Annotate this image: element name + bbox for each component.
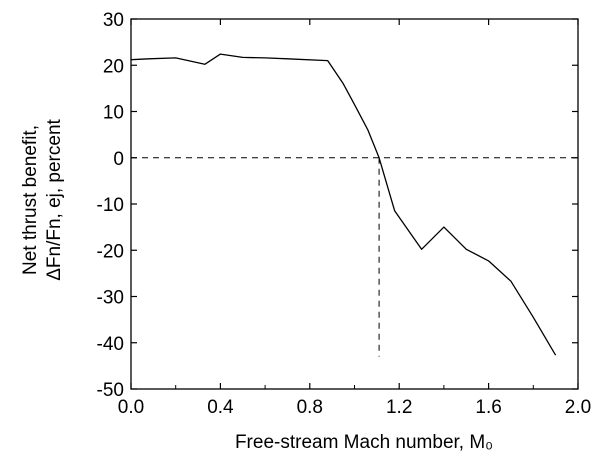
x-tick-label: 0.4 <box>207 397 234 418</box>
x-tick-label: 1.6 <box>475 397 501 418</box>
plot-frame <box>130 18 579 390</box>
y-tick-label: 10 <box>103 103 124 124</box>
x-tick-label: 0.8 <box>297 397 323 418</box>
y-tick-label: -40 <box>97 334 124 355</box>
y-tick-label: -20 <box>97 241 124 262</box>
y-tick-label: 0 <box>113 149 124 170</box>
x-tick-label: 0.0 <box>118 397 144 418</box>
series-line <box>130 53 557 356</box>
y-tick-label: -10 <box>97 195 124 216</box>
x-tick-label: 2.0 <box>565 397 591 418</box>
x-axis-title: Free-stream Mach number, M₀ <box>235 432 493 453</box>
y-tick-label: -30 <box>97 288 124 309</box>
y-axis-title-line2: ΔFn/Fn, ej, percent <box>44 118 65 280</box>
y-tick-label: 20 <box>103 56 124 77</box>
y-axis-title: Net thrust benefit, ΔFn/Fn, ej, percent <box>20 118 65 280</box>
y-axis-title-line1: Net thrust benefit, <box>20 125 41 275</box>
y-tick-label: 30 <box>103 10 124 31</box>
y-tick-label: -50 <box>97 380 124 401</box>
x-tick-label: 1.2 <box>386 397 412 418</box>
